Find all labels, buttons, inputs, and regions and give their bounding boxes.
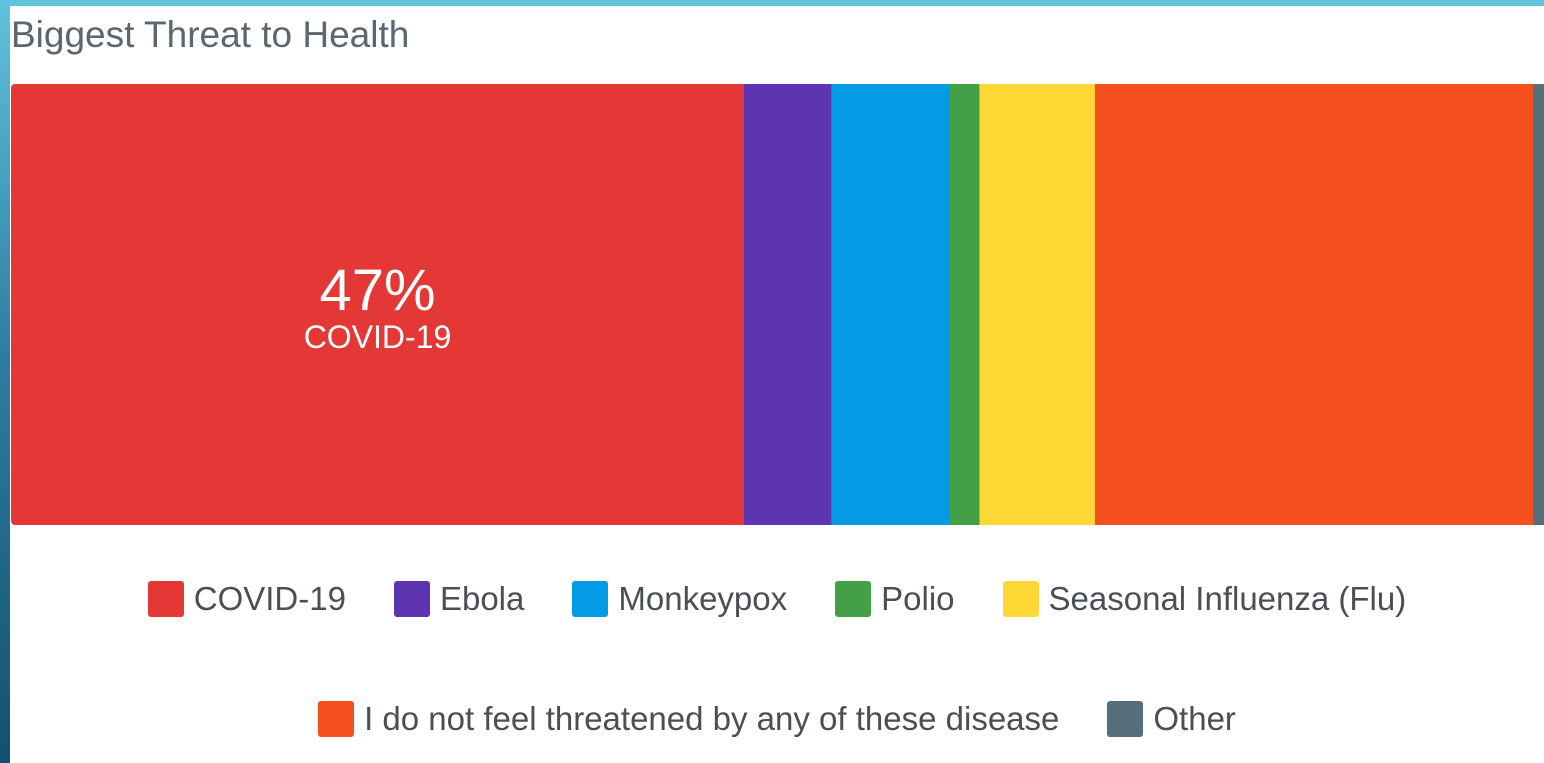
legend-item-i-do-not-feel-threatened-by-any-of-these-disease[interactable]: I do not feel threatened by any of these…: [318, 700, 1059, 738]
bar-segment-other[interactable]: [1533, 84, 1544, 525]
chart-title: Biggest Threat to Health: [11, 14, 410, 55]
data-label-value: 47%: [319, 258, 435, 323]
legend-label: Ebola: [439, 580, 525, 617]
legend-item-other[interactable]: Other: [1107, 700, 1236, 738]
chart-panel: Biggest Threat to Health 47% COVID-19 COV…: [10, 6, 1544, 763]
legend-swatch: [1002, 581, 1039, 617]
legend-item-covid-19[interactable]: COVID-19: [147, 580, 346, 618]
legend-swatch: [393, 581, 430, 617]
bar-segment-i-do-not-feel-threatened-by-any-of-these-disease[interactable]: [1094, 84, 1534, 525]
legend-item-polio[interactable]: Polio: [835, 580, 955, 618]
bar-segment-ebola[interactable]: [743, 84, 832, 525]
legend-label: Monkeypox: [618, 580, 788, 617]
legend-swatch: [835, 581, 872, 617]
bar-segment-monkeypox[interactable]: [831, 84, 951, 525]
legend-swatch: [572, 581, 609, 617]
legend-item-monkeypox[interactable]: Monkeypox: [572, 580, 787, 618]
stacked-bar-chart: 47%COVID-19: [11, 84, 1544, 525]
legend-label: COVID-19: [193, 580, 346, 617]
legend-label: I do not feel threatened by any of these…: [364, 700, 1060, 737]
legend-label: Other: [1153, 700, 1236, 737]
data-label-category: COVID-19: [304, 319, 452, 355]
bar-segment-seasonal-influenza-flu[interactable]: [979, 84, 1096, 525]
legend-swatch: [1107, 701, 1144, 737]
legend-row: I do not feel threatened by any of these…: [10, 700, 1544, 738]
legend-label: Polio: [881, 580, 955, 617]
legend-item-ebola[interactable]: Ebola: [393, 580, 525, 618]
legend-item-seasonal-influenza-flu[interactable]: Seasonal Influenza (Flu): [1002, 580, 1407, 618]
legend-label: Seasonal Influenza (Flu): [1048, 580, 1407, 617]
bar-segment-covid-19[interactable]: [11, 84, 745, 525]
legend-row: COVID-19 Ebola Monkeypox Polio Seasonal Infl…: [10, 580, 1544, 618]
legend-swatch: [318, 701, 355, 737]
bar-segment-polio[interactable]: [949, 84, 980, 525]
legend-swatch: [147, 581, 184, 617]
